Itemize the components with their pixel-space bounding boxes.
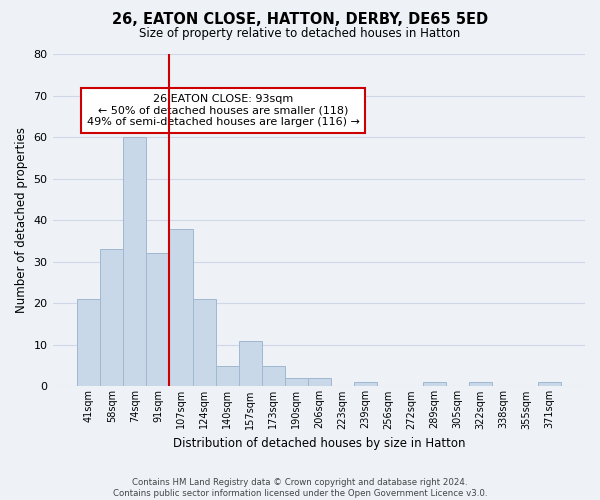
Y-axis label: Number of detached properties: Number of detached properties bbox=[15, 127, 28, 313]
X-axis label: Distribution of detached houses by size in Hatton: Distribution of detached houses by size … bbox=[173, 437, 466, 450]
Bar bbox=[239, 340, 262, 386]
Bar bbox=[353, 382, 377, 386]
Bar bbox=[77, 299, 100, 386]
Bar bbox=[169, 228, 193, 386]
Bar bbox=[100, 250, 124, 386]
Bar bbox=[308, 378, 331, 386]
Text: Size of property relative to detached houses in Hatton: Size of property relative to detached ho… bbox=[139, 28, 461, 40]
Bar bbox=[284, 378, 308, 386]
Text: 26, EATON CLOSE, HATTON, DERBY, DE65 5ED: 26, EATON CLOSE, HATTON, DERBY, DE65 5ED bbox=[112, 12, 488, 28]
Text: Contains HM Land Registry data © Crown copyright and database right 2024.
Contai: Contains HM Land Registry data © Crown c… bbox=[113, 478, 487, 498]
Bar bbox=[215, 366, 239, 386]
Bar bbox=[423, 382, 446, 386]
Bar bbox=[262, 366, 284, 386]
Bar bbox=[193, 299, 215, 386]
Bar bbox=[146, 254, 169, 386]
Bar bbox=[469, 382, 492, 386]
Bar bbox=[124, 137, 146, 386]
Text: 26 EATON CLOSE: 93sqm
← 50% of detached houses are smaller (118)
49% of semi-det: 26 EATON CLOSE: 93sqm ← 50% of detached … bbox=[87, 94, 360, 127]
Bar bbox=[538, 382, 561, 386]
